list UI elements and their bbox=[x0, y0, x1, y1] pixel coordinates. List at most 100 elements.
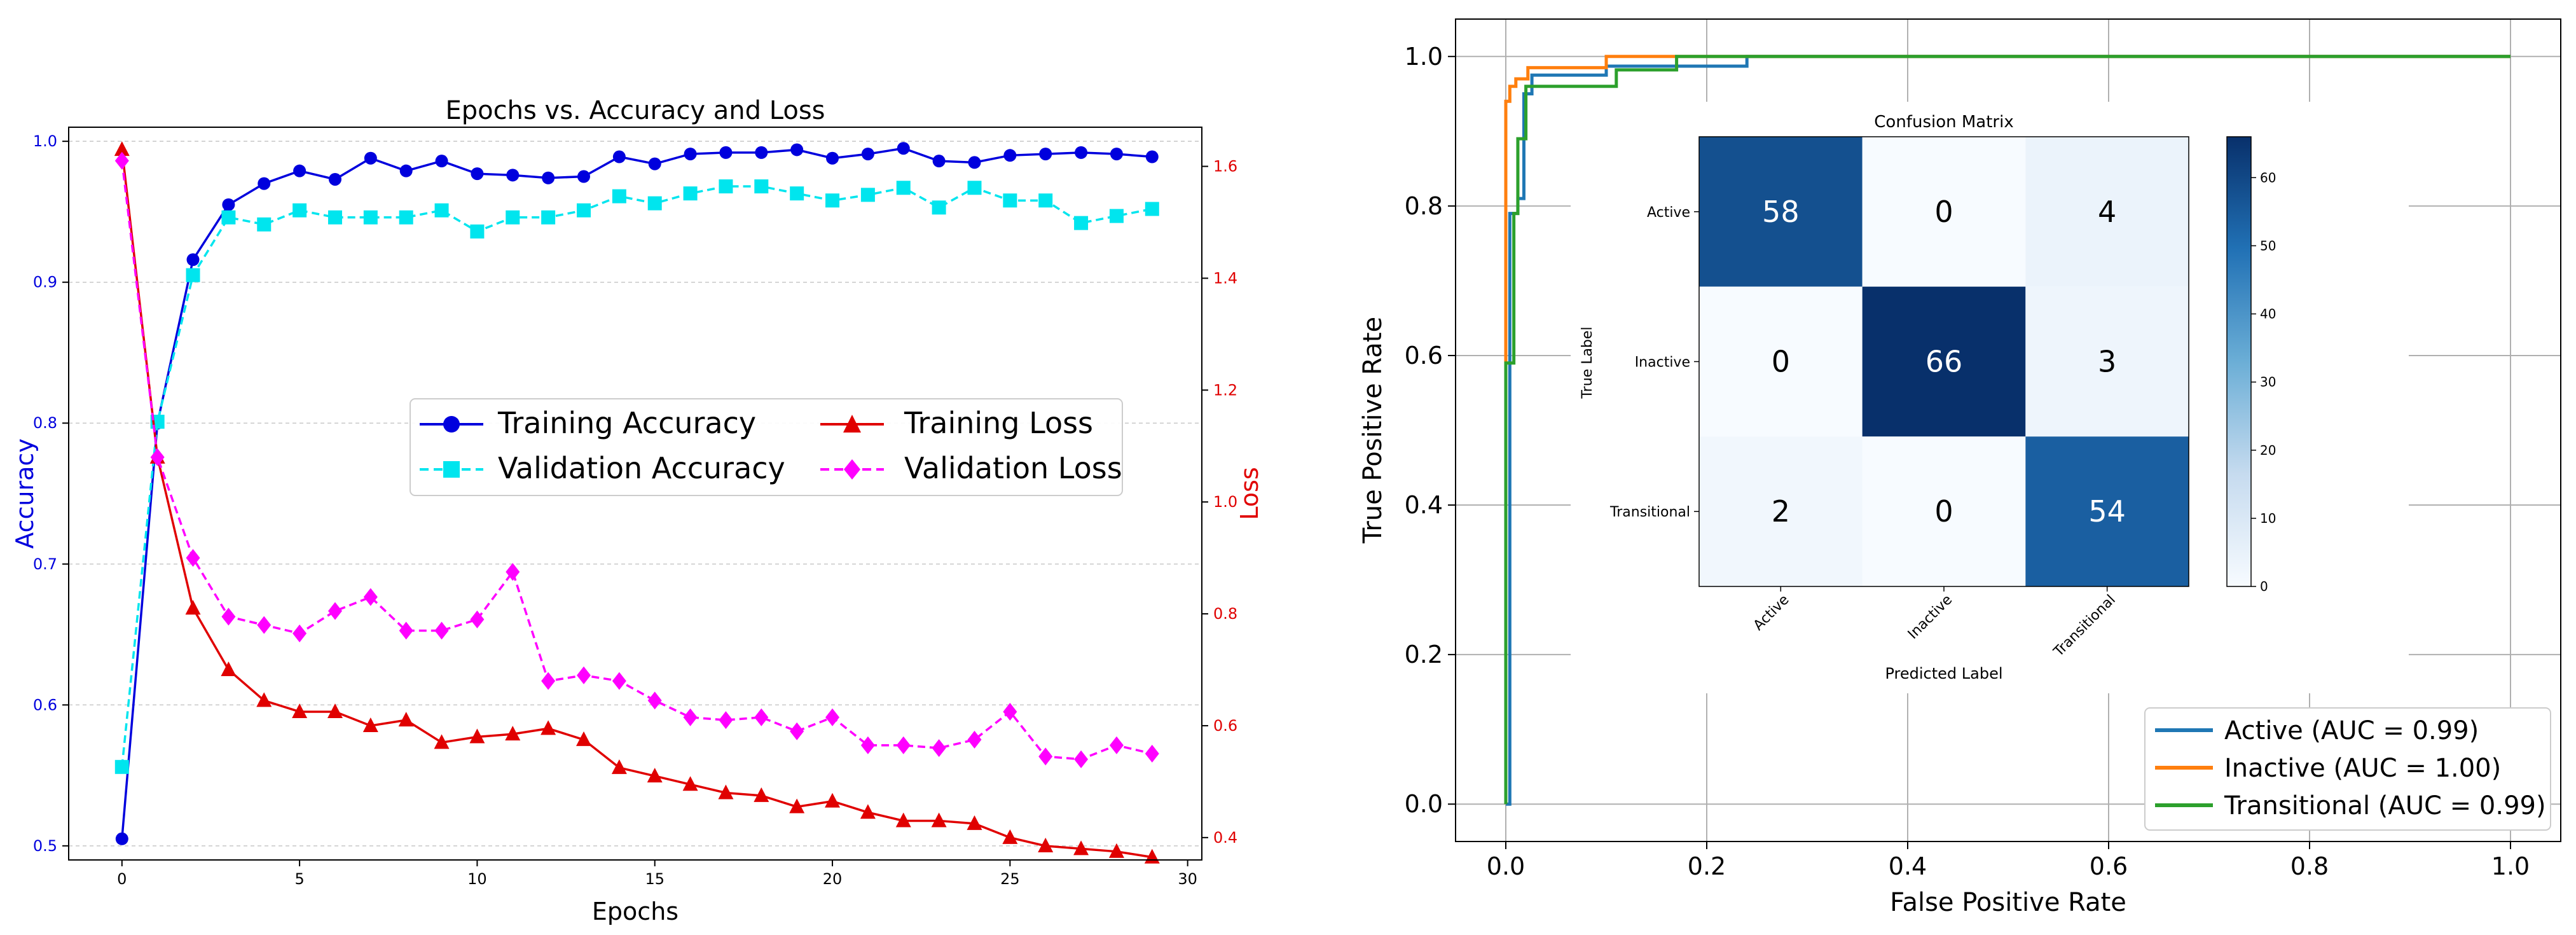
data-point-validation-accuracy bbox=[363, 210, 378, 225]
data-point-training-loss bbox=[505, 726, 521, 741]
left-y-tick-label: 0.9 bbox=[33, 274, 57, 291]
data-point-training-loss bbox=[469, 728, 485, 744]
data-point-validation-accuracy bbox=[932, 200, 946, 215]
left-y2-tick-label: 0.4 bbox=[1213, 829, 1237, 847]
data-point-training-loss bbox=[1038, 838, 1054, 853]
data-point-validation-accuracy bbox=[719, 179, 733, 194]
data-point-training-accuracy bbox=[328, 172, 341, 186]
confusion-matrix-y-label: True Label bbox=[1580, 326, 1595, 399]
confusion-matrix-cell bbox=[1699, 436, 1863, 586]
data-point-training-accuracy bbox=[755, 146, 768, 159]
confusion-matrix-y-tick-label: Inactive bbox=[1635, 355, 1690, 371]
data-point-validation-accuracy bbox=[257, 217, 272, 232]
left-y2-tick-label: 1.0 bbox=[1213, 493, 1237, 511]
left-x-tick-label: 5 bbox=[294, 870, 304, 888]
legend-marker-circle bbox=[443, 416, 460, 433]
data-point-training-accuracy bbox=[471, 167, 484, 181]
confusion-matrix-cell bbox=[1862, 286, 2026, 437]
colorbar-tick-label: 20 bbox=[2260, 443, 2276, 458]
roc-curve-transitional bbox=[1504, 55, 2511, 805]
left-y2-tick-label: 1.4 bbox=[1213, 269, 1237, 287]
data-point-training-loss bbox=[256, 692, 272, 707]
data-point-training-loss bbox=[1002, 829, 1018, 844]
data-point-validation-loss bbox=[967, 730, 982, 749]
data-point-validation-accuracy bbox=[612, 189, 626, 204]
data-point-validation-accuracy bbox=[1109, 209, 1124, 223]
colorbar-tick-label: 30 bbox=[2260, 375, 2276, 390]
data-point-training-loss bbox=[114, 141, 130, 156]
data-point-validation-accuracy bbox=[221, 210, 236, 225]
confusion-matrix-cell-value: 0 bbox=[1934, 195, 1953, 229]
data-point-training-accuracy bbox=[612, 150, 626, 163]
confusion-matrix-cell-value: 54 bbox=[2088, 494, 2126, 529]
left-legend: Training Accuracy Validation Accuracy Tr… bbox=[410, 398, 1123, 496]
confusion-matrix-cell bbox=[2025, 137, 2189, 287]
data-point-validation-accuracy bbox=[327, 210, 342, 225]
roc-y-tick-label: 0.4 bbox=[1405, 491, 1443, 519]
roc-x-tick-label: 0.6 bbox=[2090, 852, 2128, 880]
left-x-axis-label: Epochs bbox=[592, 897, 678, 925]
legend-entry-transitional: Transitional (AUC = 0.99) bbox=[2155, 791, 2546, 821]
data-point-validation-loss bbox=[1145, 744, 1159, 763]
confusion-matrix-cell-value: 2 bbox=[1772, 494, 1790, 529]
data-point-validation-accuracy bbox=[114, 759, 129, 774]
data-point-validation-loss bbox=[1109, 736, 1124, 754]
confusion-matrix-cell-value: 58 bbox=[1762, 195, 1800, 229]
legend-label-inactive: Inactive (AUC = 1.00) bbox=[2224, 754, 2501, 783]
data-point-validation-loss bbox=[150, 448, 165, 466]
left-plot-frame bbox=[68, 127, 1202, 861]
data-point-training-accuracy bbox=[364, 151, 377, 165]
left-legend-box bbox=[410, 398, 1123, 496]
legend-entry-training-accuracy: Training Accuracy bbox=[420, 406, 756, 440]
data-point-validation-loss bbox=[754, 708, 769, 726]
data-point-validation-loss bbox=[186, 549, 200, 567]
roc-curve-active bbox=[1506, 55, 2511, 806]
colorbar-tick-label: 10 bbox=[2260, 511, 2276, 526]
data-point-validation-accuracy bbox=[790, 186, 804, 201]
data-point-validation-loss bbox=[327, 602, 342, 620]
confusion-matrix-y-tick-label: Transitional bbox=[1609, 504, 1690, 520]
data-point-validation-accuracy bbox=[186, 268, 200, 282]
data-point-validation-accuracy bbox=[825, 193, 840, 208]
data-point-training-loss bbox=[754, 787, 769, 802]
legend-entry-inactive: Inactive (AUC = 1.00) bbox=[2155, 754, 2501, 783]
colorbar-tick-label: 0 bbox=[2260, 579, 2268, 594]
data-point-training-loss bbox=[327, 703, 343, 718]
confusion-matrix-cell-value: 3 bbox=[2098, 345, 2116, 379]
roc-y-tick-label: 0.2 bbox=[1405, 641, 1443, 668]
data-point-training-accuracy bbox=[684, 148, 697, 161]
data-point-training-loss bbox=[398, 712, 414, 727]
confusion-matrix-cell bbox=[2025, 286, 2189, 437]
legend-entry-active: Active (AUC = 0.99) bbox=[2155, 716, 2479, 745]
data-point-training-accuracy bbox=[932, 155, 946, 168]
data-point-validation-accuracy bbox=[293, 203, 307, 218]
data-point-training-accuracy bbox=[258, 177, 271, 190]
left-y-axis-label: Accuracy bbox=[11, 438, 39, 549]
data-point-validation-accuracy bbox=[896, 181, 911, 195]
roc-x-tick-label: 0.2 bbox=[1688, 852, 1726, 880]
legend-label-training-accuracy: Training Accuracy bbox=[497, 406, 756, 440]
data-point-training-loss bbox=[611, 759, 627, 774]
data-point-validation-loss bbox=[257, 616, 272, 634]
data-point-training-accuracy bbox=[435, 155, 448, 168]
data-point-training-loss bbox=[967, 815, 982, 830]
roc-legend-box bbox=[2144, 707, 2551, 831]
data-point-training-accuracy bbox=[542, 171, 555, 184]
left-x-tick-label: 30 bbox=[1178, 870, 1197, 888]
data-point-training-loss bbox=[825, 793, 841, 808]
confusion-matrix-cell bbox=[1862, 137, 2026, 287]
data-point-validation-loss bbox=[932, 739, 946, 758]
data-point-training-accuracy bbox=[897, 142, 910, 155]
data-point-validation-accuracy bbox=[577, 203, 591, 218]
legend-label-active: Active (AUC = 0.99) bbox=[2224, 716, 2479, 745]
data-point-validation-loss bbox=[647, 691, 662, 710]
roc-legend: Active (AUC = 0.99) Inactive (AUC = 1.00… bbox=[2144, 707, 2551, 831]
data-point-validation-loss bbox=[363, 588, 378, 606]
data-point-validation-accuracy bbox=[860, 188, 875, 202]
colorbar-tick-label: 40 bbox=[2260, 307, 2276, 322]
data-point-validation-accuracy bbox=[647, 196, 662, 211]
data-point-training-accuracy bbox=[186, 253, 200, 267]
roc-curve-inactive bbox=[1504, 55, 2511, 805]
data-point-validation-loss bbox=[221, 607, 236, 626]
roc-y-tick-label: 1.0 bbox=[1405, 43, 1443, 71]
